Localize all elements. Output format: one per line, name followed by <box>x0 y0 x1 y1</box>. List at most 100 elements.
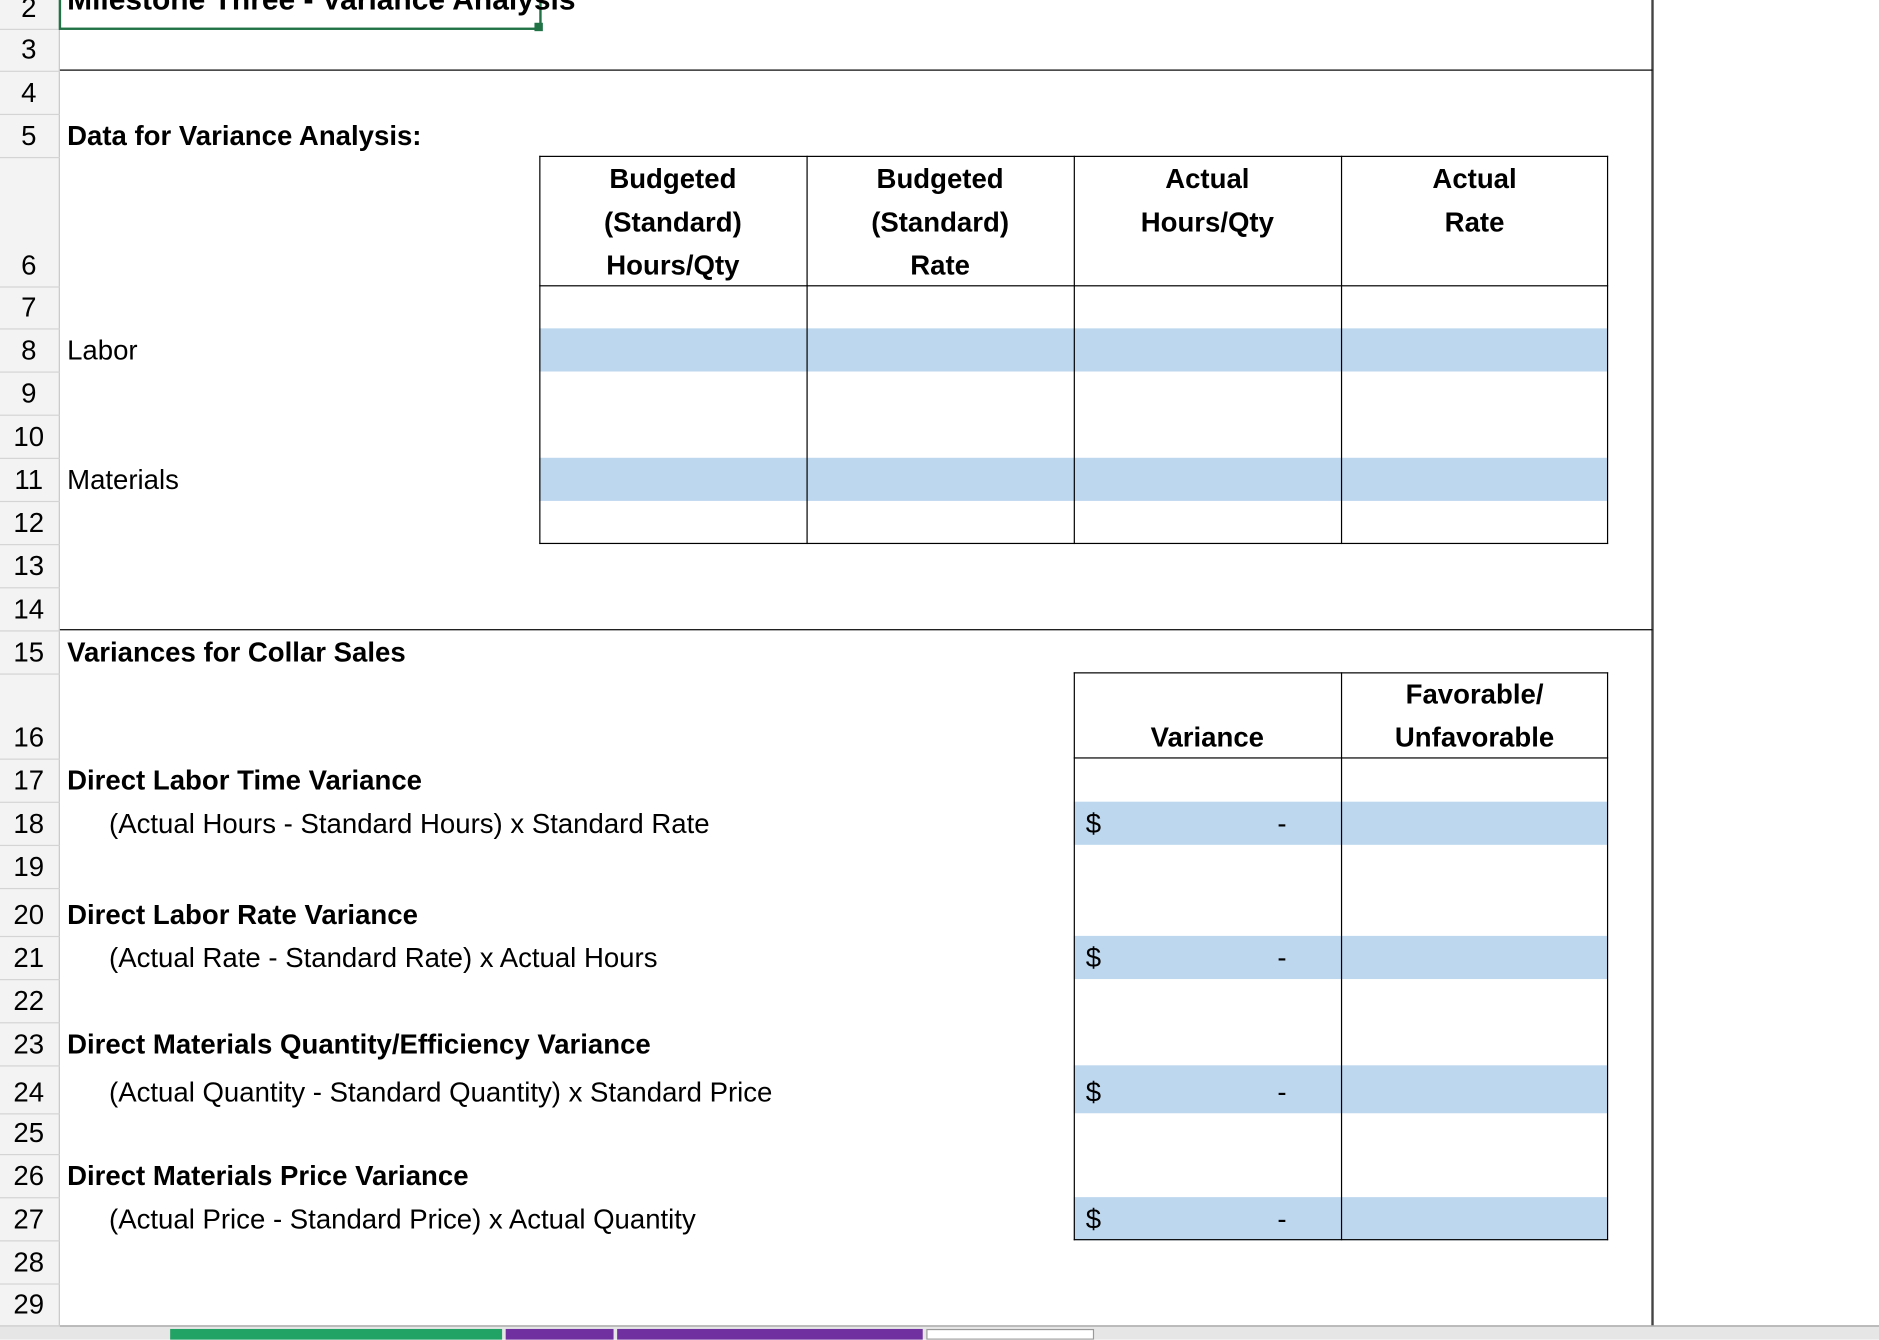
column-header: Rate <box>1444 206 1505 238</box>
row-divider <box>0 979 60 981</box>
row-divider <box>0 1113 60 1115</box>
row-divider <box>0 500 60 503</box>
section-heading: Variances for Collar Sales <box>67 636 406 668</box>
border-line <box>59 69 1653 71</box>
row-header-column <box>0 0 60 1326</box>
row-number: 27 <box>13 1203 45 1235</box>
row-number: 8 <box>21 334 37 366</box>
row-number: 7 <box>21 291 37 323</box>
column-header: Hours/Qty <box>606 249 740 281</box>
column-header: Favorable/ <box>1405 678 1544 710</box>
variance-cell-fill <box>1073 935 1607 980</box>
row-number: 13 <box>13 550 45 582</box>
row-divider <box>0 1240 60 1242</box>
border-line <box>1340 155 1343 545</box>
column-header: Actual <box>1432 162 1517 195</box>
row-divider <box>0 673 60 675</box>
variance-formula: (Actual Price - Standard Price) x Actual… <box>109 1203 696 1235</box>
variance-title: Direct Labor Time Variance <box>67 764 423 796</box>
row-number: 25 <box>13 1116 45 1149</box>
row-number: 28 <box>13 1246 45 1278</box>
row-number: 16 <box>13 721 45 753</box>
variance-title: Direct Materials Price Variance <box>67 1159 469 1192</box>
row-divider <box>0 113 60 116</box>
row-divider <box>0 457 60 459</box>
row-label: Materials <box>67 463 179 495</box>
row-label: Labor <box>67 334 138 366</box>
variance-value: - <box>1277 1203 1287 1235</box>
row-number: 22 <box>13 985 45 1017</box>
sheet-title: Milestone Three - Variance Analysis <box>67 0 576 17</box>
variance-value: - <box>1277 941 1287 974</box>
row-divider <box>0 935 60 938</box>
column-header: Unfavorable <box>1394 721 1555 753</box>
sheet-tab[interactable] <box>926 1328 1095 1340</box>
row-number: 11 <box>14 463 44 495</box>
border-line <box>539 155 541 545</box>
variance-title: Direct Materials Quantity/Efficiency Var… <box>67 1028 651 1060</box>
column-header: Budgeted <box>609 162 737 195</box>
column-header: Rate <box>910 249 970 281</box>
column-header: Hours/Qty <box>1140 206 1274 238</box>
row-divider <box>0 156 60 159</box>
row-divider <box>0 28 60 30</box>
row-number: 19 <box>13 850 45 882</box>
sheet-right-edge <box>1651 0 1654 1326</box>
variance-formula: (Actual Hours - Standard Hours) x Standa… <box>109 807 710 839</box>
border-line <box>1340 672 1343 1241</box>
border-line <box>59 629 1653 631</box>
row-divider <box>0 1065 60 1067</box>
variance-formula: (Actual Quantity - Standard Quantity) x … <box>109 1076 773 1108</box>
row-divider <box>0 1325 60 1327</box>
input-cell-fill <box>539 328 1607 372</box>
row-number: 3 <box>21 33 37 65</box>
row-number: 14 <box>13 593 45 625</box>
variance-cell-fill <box>1073 1065 1607 1114</box>
currency-symbol: $ <box>1085 1076 1102 1108</box>
border-line <box>1073 155 1075 545</box>
column-header: Actual <box>1165 162 1250 195</box>
border-line <box>806 155 808 545</box>
column-header: (Standard) <box>603 206 742 238</box>
row-number: 21 <box>13 941 45 974</box>
sheet-tab[interactable] <box>617 1328 923 1340</box>
sheet-tab[interactable] <box>170 1328 503 1340</box>
row-divider <box>0 630 60 632</box>
row-divider <box>0 70 60 72</box>
variance-cell-fill <box>1073 801 1607 845</box>
selected-cell <box>58 0 542 30</box>
row-divider <box>0 887 60 890</box>
row-divider <box>0 758 60 760</box>
row-number: 24 <box>13 1076 45 1108</box>
currency-symbol: $ <box>1085 941 1102 974</box>
row-divider <box>0 1283 60 1285</box>
row-divider <box>0 328 60 330</box>
currency-symbol: $ <box>1085 1203 1102 1235</box>
row-divider <box>0 1022 60 1024</box>
row-number: 6 <box>21 249 37 281</box>
row-divider <box>0 801 60 803</box>
row-divider <box>0 371 60 373</box>
row-divider <box>0 1197 60 1199</box>
input-cell-fill <box>539 457 1607 501</box>
row-number: 29 <box>13 1288 45 1320</box>
column-header: Variance <box>1150 721 1265 753</box>
row-divider <box>0 286 60 288</box>
selection-handle <box>534 22 543 32</box>
border-line <box>1606 155 1609 545</box>
row-number: 9 <box>21 377 37 409</box>
border-line <box>1073 672 1075 1241</box>
row-number: 15 <box>13 636 45 668</box>
row-divider <box>0 414 60 416</box>
row-number: 17 <box>13 764 45 796</box>
variance-formula: (Actual Rate - Standard Rate) x Actual H… <box>109 941 658 974</box>
sheet-tab[interactable] <box>505 1328 614 1340</box>
column-header: Budgeted <box>876 162 1004 195</box>
section-heading: Data for Variance Analysis: <box>67 119 422 151</box>
row-number: 20 <box>13 898 45 930</box>
row-divider <box>0 544 60 546</box>
row-number: 5 <box>21 119 37 151</box>
row-number: 10 <box>13 420 45 452</box>
row-number: 12 <box>13 506 45 539</box>
border-line <box>1606 672 1609 1241</box>
